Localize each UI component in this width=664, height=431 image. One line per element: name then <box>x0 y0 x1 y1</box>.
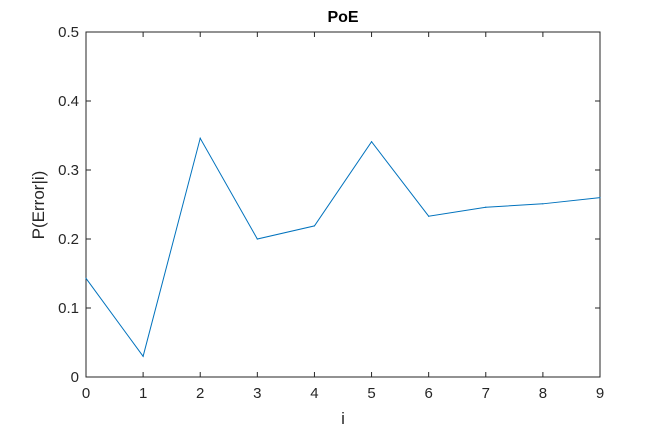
data-point <box>370 141 373 143</box>
series-line-0 <box>85 136 601 358</box>
data-point <box>485 206 487 208</box>
x-tick-label: 5 <box>367 385 375 402</box>
plot-box <box>85 31 601 378</box>
data-point <box>142 355 144 357</box>
x-tick-label: 8 <box>539 385 547 402</box>
y-axis-label: P(Error|i) <box>29 171 48 240</box>
y-tick-label: 0.4 <box>58 93 79 110</box>
data-point <box>428 215 430 217</box>
x-tick-label: 1 <box>139 385 147 402</box>
x-tick-label: 3 <box>253 385 261 402</box>
chart-title: PoE <box>327 9 358 26</box>
x-tick-label: 9 <box>596 385 604 402</box>
y-tick-label: 0.1 <box>58 300 79 317</box>
data-point <box>85 277 87 279</box>
data-point <box>542 203 544 205</box>
x-tick-label: 2 <box>196 385 204 402</box>
y-tick-label: 0.5 <box>58 24 79 41</box>
data-point <box>313 225 316 227</box>
y-tick-label: 0.3 <box>58 162 79 179</box>
plot-area: 0 1 2 3 4 5 6 7 8 9 0 0.1 0.2 0.3 0.4 0.5 <box>58 24 604 402</box>
x-tick-label: 7 <box>482 385 490 402</box>
x-tick-label: 6 <box>424 385 432 402</box>
y-tick-label: 0 <box>71 369 79 386</box>
x-tick-label: 0 <box>82 385 90 402</box>
data-point <box>599 197 601 199</box>
data-point <box>256 238 258 240</box>
y-tick-label: 0.2 <box>58 231 79 248</box>
data-point <box>199 137 201 139</box>
x-axis-label: i <box>341 409 345 428</box>
x-tick-label: 4 <box>310 385 318 402</box>
